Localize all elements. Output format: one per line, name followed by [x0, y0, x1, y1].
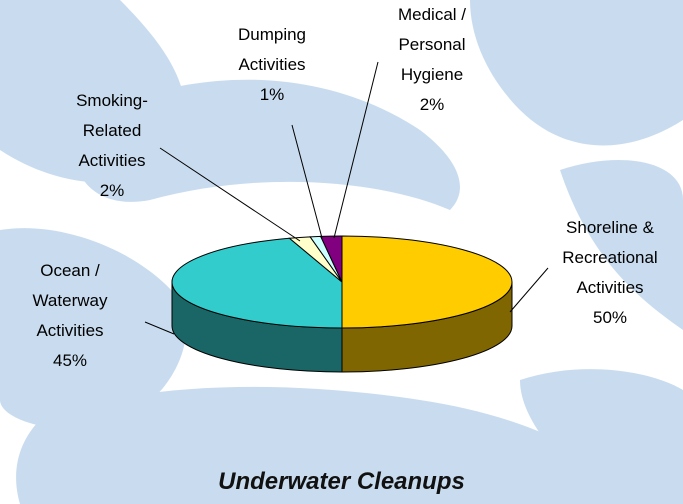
page: Shoreline & Recreational Activities50% Oc…	[0, 0, 683, 504]
value-label: 2%	[352, 90, 512, 120]
value-label: 45%	[0, 346, 150, 376]
category-label: Shoreline & Recreational Activities	[530, 213, 683, 303]
category-label: Ocean / Waterway Activities	[0, 256, 150, 346]
chart-title: Underwater Cleanups	[0, 468, 683, 496]
value-label: 2%	[32, 176, 192, 206]
category-label: Medical / Personal Hygiene	[352, 0, 512, 90]
value-label: 50%	[530, 303, 683, 333]
value-label: 1%	[192, 80, 352, 110]
category-label: Dumping Activities	[192, 20, 352, 80]
pie	[172, 236, 512, 372]
category-label: Smoking- Related Activities	[32, 86, 192, 176]
